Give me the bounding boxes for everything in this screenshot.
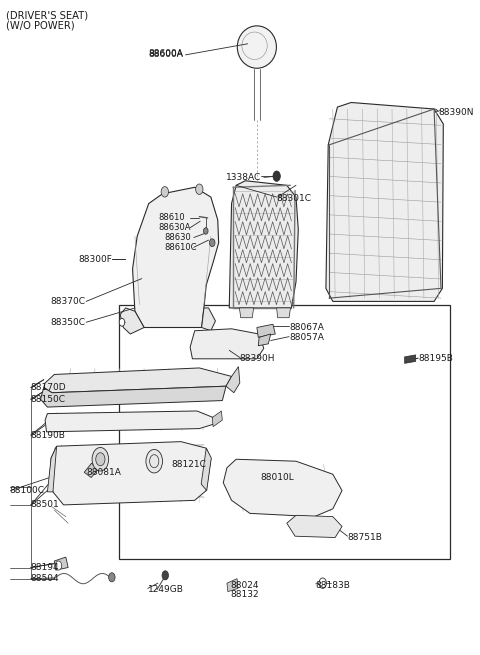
Text: 88194: 88194 bbox=[30, 563, 59, 572]
Text: 88350C: 88350C bbox=[50, 318, 85, 327]
Text: 88150C: 88150C bbox=[30, 395, 65, 403]
Polygon shape bbox=[120, 308, 144, 334]
Text: 88501: 88501 bbox=[30, 500, 59, 510]
Circle shape bbox=[204, 228, 208, 234]
Text: 1249GB: 1249GB bbox=[148, 585, 184, 594]
Polygon shape bbox=[201, 448, 211, 491]
Text: 88024: 88024 bbox=[230, 580, 259, 590]
Text: 88610: 88610 bbox=[158, 214, 184, 223]
Polygon shape bbox=[240, 308, 253, 318]
Polygon shape bbox=[229, 181, 298, 308]
Polygon shape bbox=[287, 515, 342, 538]
Ellipse shape bbox=[237, 26, 276, 68]
Circle shape bbox=[108, 572, 115, 582]
Text: 88600A: 88600A bbox=[148, 50, 183, 60]
Text: 88183B: 88183B bbox=[316, 580, 351, 590]
Text: 88100C: 88100C bbox=[10, 486, 45, 495]
Polygon shape bbox=[132, 187, 219, 328]
Circle shape bbox=[96, 453, 105, 466]
Polygon shape bbox=[44, 368, 231, 393]
Text: 88370C: 88370C bbox=[50, 297, 85, 306]
Circle shape bbox=[119, 318, 125, 326]
Polygon shape bbox=[45, 411, 214, 432]
Polygon shape bbox=[212, 411, 222, 426]
Circle shape bbox=[273, 171, 280, 181]
Text: 88195B: 88195B bbox=[418, 354, 453, 364]
Text: 88132: 88132 bbox=[230, 590, 259, 599]
Circle shape bbox=[196, 184, 203, 195]
Text: 88057A: 88057A bbox=[289, 333, 324, 343]
Text: 88630A: 88630A bbox=[158, 223, 191, 233]
Text: 88630: 88630 bbox=[165, 233, 192, 242]
Text: 88751B: 88751B bbox=[348, 533, 383, 542]
Text: 88081A: 88081A bbox=[86, 468, 121, 477]
Polygon shape bbox=[276, 308, 290, 318]
Polygon shape bbox=[48, 446, 57, 492]
Circle shape bbox=[161, 187, 168, 197]
Text: 88190B: 88190B bbox=[30, 430, 65, 440]
Circle shape bbox=[209, 239, 215, 247]
Circle shape bbox=[319, 578, 326, 588]
Circle shape bbox=[146, 449, 163, 473]
Text: 88600A: 88600A bbox=[148, 49, 183, 58]
Text: 88067A: 88067A bbox=[289, 323, 324, 332]
Polygon shape bbox=[40, 386, 226, 407]
Text: 88010L: 88010L bbox=[260, 473, 294, 482]
Polygon shape bbox=[54, 557, 68, 570]
Polygon shape bbox=[258, 334, 271, 346]
Text: 88121C: 88121C bbox=[172, 460, 206, 469]
Bar bbox=[119, 305, 450, 559]
Text: 88390N: 88390N bbox=[439, 108, 474, 117]
Polygon shape bbox=[202, 308, 216, 331]
Circle shape bbox=[55, 561, 62, 570]
Text: 88301C: 88301C bbox=[276, 194, 312, 203]
Text: 1338AC: 1338AC bbox=[226, 173, 262, 182]
Polygon shape bbox=[326, 102, 444, 301]
Text: 88390H: 88390H bbox=[240, 354, 276, 364]
Polygon shape bbox=[405, 355, 416, 364]
Polygon shape bbox=[257, 324, 276, 337]
Text: (DRIVER'S SEAT): (DRIVER'S SEAT) bbox=[6, 10, 88, 21]
Circle shape bbox=[162, 571, 168, 580]
Polygon shape bbox=[223, 459, 342, 517]
Polygon shape bbox=[50, 441, 211, 505]
Circle shape bbox=[92, 447, 108, 471]
Polygon shape bbox=[84, 463, 98, 477]
Text: (W/O POWER): (W/O POWER) bbox=[6, 20, 74, 31]
Text: 88610C: 88610C bbox=[165, 243, 197, 252]
Polygon shape bbox=[190, 329, 264, 359]
Polygon shape bbox=[226, 367, 240, 393]
Text: 88504: 88504 bbox=[30, 574, 59, 583]
Polygon shape bbox=[227, 578, 238, 591]
Text: 88170D: 88170D bbox=[30, 383, 66, 392]
Text: 88300F: 88300F bbox=[78, 255, 112, 263]
